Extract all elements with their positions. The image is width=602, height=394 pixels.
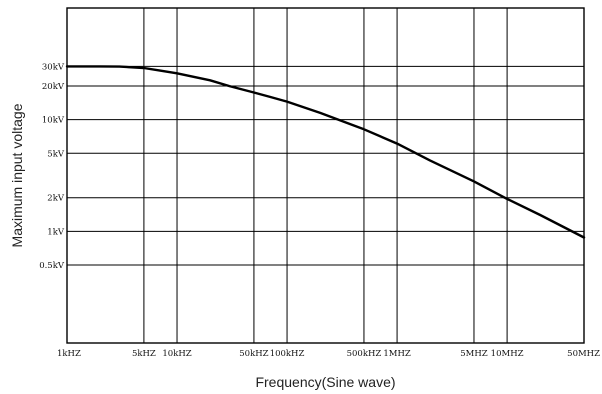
y-tick-label: 0.5kV: [39, 261, 65, 271]
x-tick-label: 50kHZ: [239, 349, 268, 359]
x-tick-label: 50MHZ: [567, 349, 600, 359]
y-tick-label: 20kV: [42, 82, 65, 92]
x-tick-label: 10MHZ: [491, 349, 524, 359]
x-tick-label: 100kHZ: [270, 349, 305, 359]
y-tick-label: 10kV: [42, 116, 65, 126]
x-tick-labels: 1kHZ 5kHZ 10kHZ 50kHZ 100kHZ 500kHZ 1MHZ 5MHZ 10…: [57, 349, 600, 359]
x-axis-label: Frequency(Sine wave): [255, 374, 395, 390]
x-tick-label: 5kHZ: [132, 349, 156, 359]
y-tick-label: 5kV: [47, 149, 65, 159]
y-tick-label: 1kV: [47, 227, 65, 237]
y-tick-labels: 0.5kV 1kV 2kV 5kV 10kV 20kV 30kV: [39, 62, 65, 271]
series-line-0: [65, 65, 586, 239]
grid-lines: [66, 8, 585, 343]
x-tick-label: 10kHZ: [162, 349, 191, 359]
x-tick-label: 1MHZ: [383, 349, 411, 359]
y-tick-label: 2kV: [47, 194, 65, 204]
series-layer: [65, 65, 586, 239]
y-axis-label: Maximum input voltage: [9, 103, 25, 247]
x-tick-label: 5MHZ: [460, 349, 488, 359]
y-tick-label: 30kV: [42, 62, 65, 72]
x-tick-label: 1kHZ: [57, 349, 81, 359]
x-tick-label: 500kHZ: [347, 349, 382, 359]
plot-frame: [66, 7, 585, 344]
